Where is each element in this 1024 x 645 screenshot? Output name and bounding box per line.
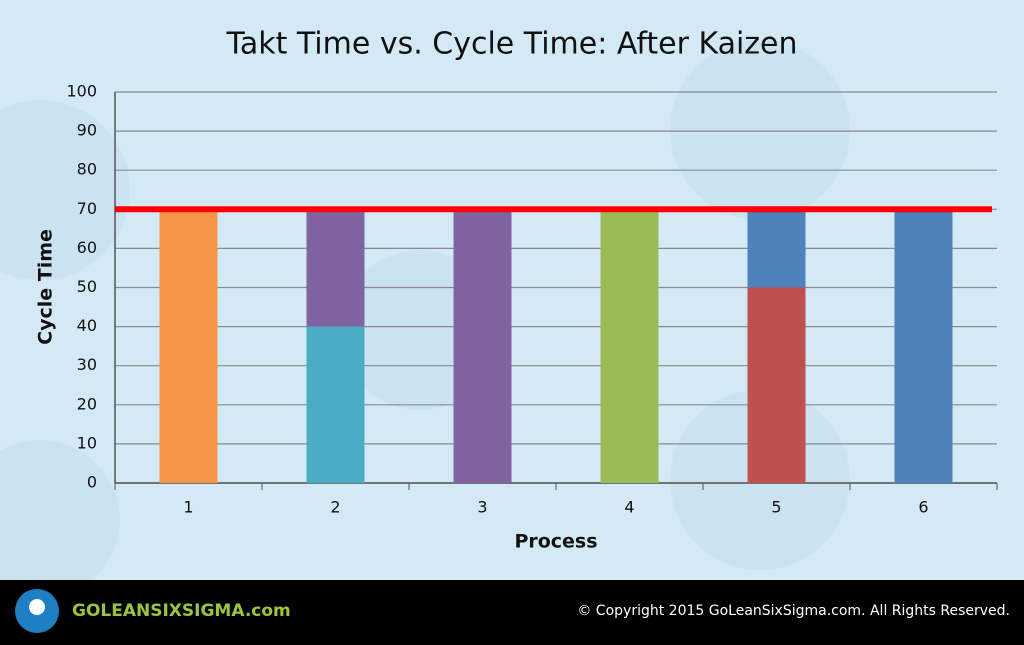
- chart-title: Takt Time vs. Cycle Time: After Kaizen: [225, 27, 797, 62]
- bar-segment: [306, 209, 365, 327]
- y-tick-label: 40: [77, 316, 97, 335]
- y-tick-label: 50: [77, 277, 97, 296]
- y-tick-label: 90: [77, 121, 97, 140]
- copyright: © Copyright 2015 GoLeanSixSigma.com. All…: [577, 603, 1010, 619]
- x-tick-label: 5: [771, 498, 781, 517]
- bar-segment: [747, 287, 806, 483]
- background: [0, 0, 1024, 580]
- y-tick-label: 70: [77, 199, 97, 218]
- bar-segment: [747, 209, 806, 288]
- bar-segment: [453, 209, 512, 484]
- x-tick-label: 2: [330, 498, 340, 517]
- bar-segment: [159, 209, 218, 484]
- logo-bulb: [29, 599, 45, 615]
- y-tick-label: 0: [87, 473, 97, 492]
- x-axis-label: Process: [514, 531, 597, 553]
- y-tick-label: 60: [77, 238, 97, 257]
- x-tick-label: 6: [918, 498, 928, 517]
- y-tick-label: 80: [77, 160, 97, 179]
- y-tick-label: 30: [77, 355, 97, 374]
- x-tick-label: 3: [477, 498, 487, 517]
- bar-segment: [600, 209, 659, 484]
- x-tick-label: 4: [624, 498, 634, 517]
- y-tick-label: 20: [77, 394, 97, 413]
- y-axis-label: Cycle Time: [35, 229, 57, 345]
- y-tick-label: 100: [66, 82, 97, 101]
- x-tick-label: 1: [183, 498, 193, 517]
- bar-segment: [894, 209, 953, 484]
- logo-text: GOLEANSIXSIGMA.com: [72, 601, 291, 621]
- footer-band: [0, 580, 1024, 645]
- bar-segment: [306, 326, 365, 483]
- y-tick-label: 10: [77, 433, 97, 452]
